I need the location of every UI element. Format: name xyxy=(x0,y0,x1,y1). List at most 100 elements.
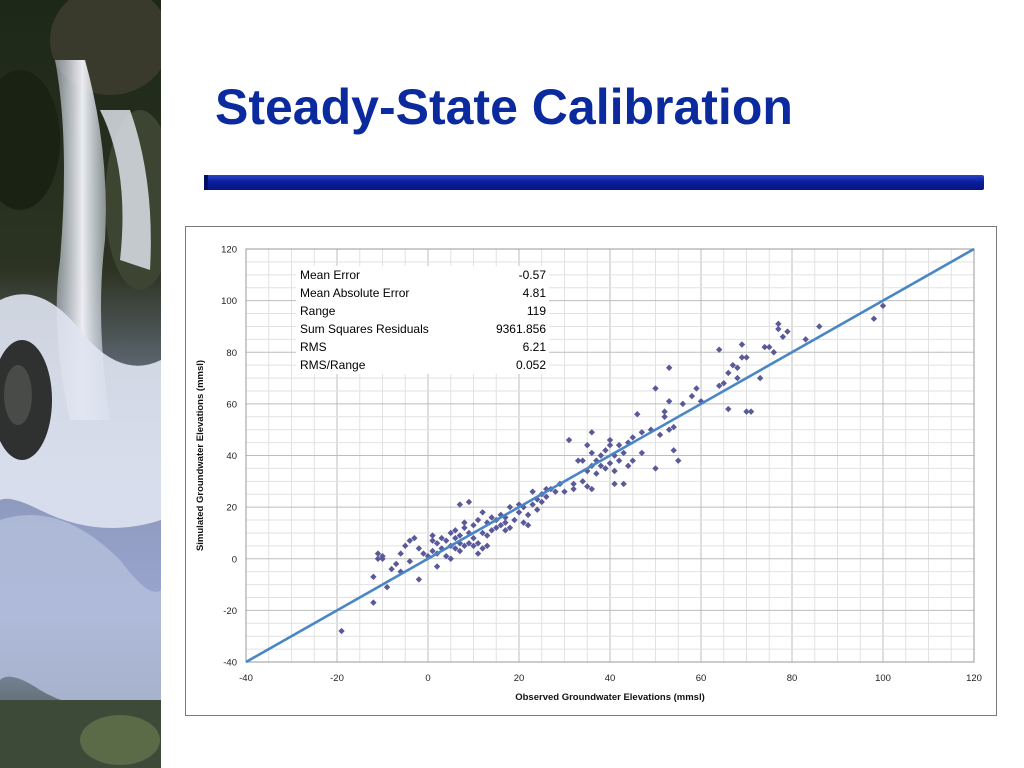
x-tick-label: 100 xyxy=(875,673,891,684)
stat-value: 4.81 xyxy=(522,286,546,300)
data-point xyxy=(620,480,627,488)
data-point xyxy=(529,501,536,508)
data-point xyxy=(374,550,382,557)
data-point xyxy=(511,516,518,524)
data-point xyxy=(379,555,386,562)
data-point xyxy=(638,429,646,436)
x-tick-label: -40 xyxy=(239,673,253,684)
data-point xyxy=(802,336,809,343)
data-point xyxy=(761,343,768,351)
data-point xyxy=(734,364,741,371)
data-point xyxy=(470,521,477,529)
stat-label: RMS xyxy=(300,340,327,354)
data-point xyxy=(465,498,473,506)
stat-value: 6.21 xyxy=(522,340,546,354)
y-tick-label: 0 xyxy=(232,554,237,565)
data-point xyxy=(429,547,436,555)
slide-title: Steady-State Calibration xyxy=(215,79,793,135)
data-point xyxy=(615,441,623,449)
y-tick-label: 120 xyxy=(221,245,237,256)
stat-label: Mean Absolute Error xyxy=(300,286,410,300)
data-point xyxy=(784,328,791,335)
waterfall-photo xyxy=(0,0,161,768)
x-tick-label: 80 xyxy=(787,673,798,684)
data-point xyxy=(679,400,686,408)
data-point xyxy=(392,560,400,568)
data-point xyxy=(570,485,577,493)
data-point xyxy=(411,534,418,542)
data-point xyxy=(415,576,423,583)
data-point xyxy=(597,462,605,470)
data-point xyxy=(729,361,737,369)
data-point xyxy=(584,483,591,490)
data-point xyxy=(770,349,777,356)
data-point xyxy=(652,385,659,392)
data-point xyxy=(584,441,591,449)
data-point xyxy=(338,627,345,635)
data-point xyxy=(447,555,454,562)
y-tick-label: 20 xyxy=(226,503,237,514)
y-tick-label: 80 xyxy=(226,348,237,359)
calibration-stats-table: Mean Error -0.57 Mean Absolute Error 4.8… xyxy=(296,266,549,374)
stat-row-mean-absolute-error: Mean Absolute Error 4.81 xyxy=(296,284,549,302)
data-point xyxy=(456,547,464,555)
data-point xyxy=(483,542,491,550)
data-point xyxy=(725,369,732,377)
data-point xyxy=(593,470,600,477)
data-point xyxy=(524,511,532,519)
data-point xyxy=(479,509,486,516)
data-point xyxy=(461,524,468,531)
data-point xyxy=(438,534,445,542)
data-point xyxy=(652,465,659,472)
data-point xyxy=(743,408,750,415)
data-point xyxy=(647,426,655,433)
data-point xyxy=(443,537,450,544)
data-point xyxy=(716,346,723,353)
y-tick-label: 100 xyxy=(221,296,237,307)
data-point xyxy=(493,524,500,531)
data-point xyxy=(433,563,441,570)
data-point xyxy=(506,503,514,511)
data-point xyxy=(561,488,568,495)
data-point xyxy=(606,441,614,449)
data-point xyxy=(629,457,636,464)
data-point xyxy=(374,555,382,562)
data-point xyxy=(606,460,614,467)
stat-value: 0.052 xyxy=(515,358,546,372)
data-point xyxy=(597,452,605,459)
y-tick-label: 40 xyxy=(226,451,237,462)
data-point xyxy=(734,374,741,382)
stat-label: Sum Squares Residuals xyxy=(300,322,429,336)
data-point xyxy=(424,552,432,560)
stat-row-sum-squares-residuals: Sum Squares Residuals 9361.856 xyxy=(296,320,549,338)
x-tick-label: 20 xyxy=(514,673,525,684)
data-point xyxy=(615,457,623,464)
data-point xyxy=(665,364,673,371)
stat-label: Range xyxy=(300,304,336,318)
data-point xyxy=(574,457,582,464)
data-point xyxy=(602,447,609,454)
data-point xyxy=(602,465,609,472)
data-point xyxy=(720,380,727,387)
data-point xyxy=(625,439,632,446)
scatter-chart: -40 -20 0 20 40 60 80 100 120 120 100 80 60 40 20 0 -20 -… xyxy=(195,245,982,704)
y-axis-title: Simulated Groundwater Elevations (mmsl) xyxy=(195,360,206,551)
data-point xyxy=(538,498,545,506)
stat-row-mean-error: Mean Error -0.57 xyxy=(296,266,549,284)
data-point xyxy=(675,457,682,464)
x-tick-label: 60 xyxy=(696,673,707,684)
y-tick-label: -40 xyxy=(223,658,237,669)
data-point xyxy=(479,529,486,537)
y-tick-label: 60 xyxy=(226,399,237,410)
x-tick-label: 0 xyxy=(425,673,430,684)
x-tick-label: 120 xyxy=(966,673,982,684)
data-point xyxy=(447,529,454,537)
data-point xyxy=(775,325,782,333)
data-point xyxy=(579,478,586,485)
data-point xyxy=(470,542,477,550)
data-point xyxy=(638,449,646,457)
stat-value: -0.57 xyxy=(518,268,546,282)
x-tick-label: 40 xyxy=(605,673,616,684)
data-point xyxy=(397,550,404,557)
data-point xyxy=(515,509,523,516)
